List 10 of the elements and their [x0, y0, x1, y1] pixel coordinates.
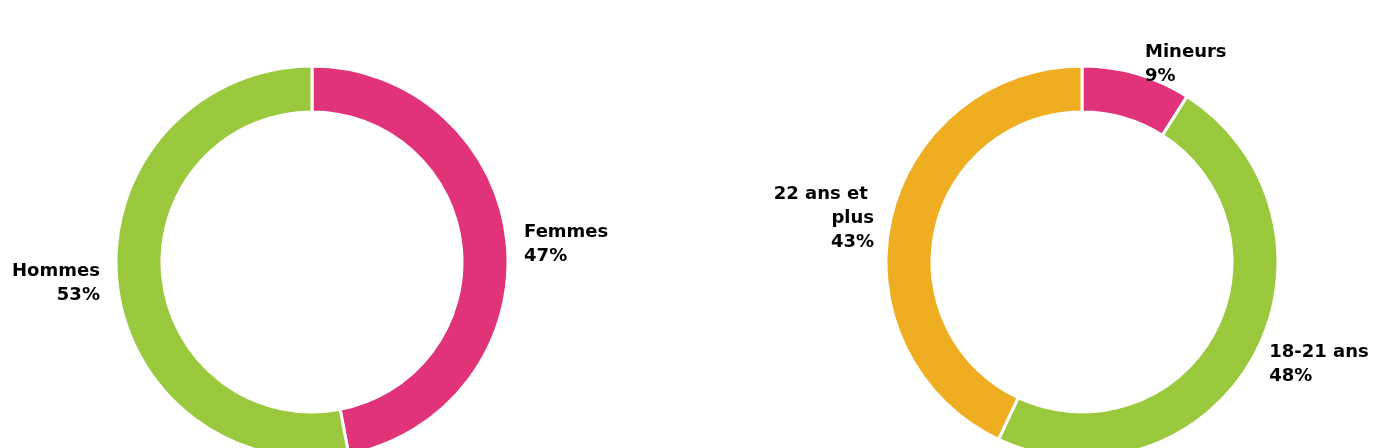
data-label: 9%	[1145, 63, 1176, 85]
slice-label: 22 ans et plus	[773, 182, 875, 228]
data-label: 43%	[830, 230, 875, 252]
data-label: 48%	[1269, 363, 1313, 385]
data-label: 53%	[56, 283, 100, 305]
slice-label: Mineurs	[1145, 39, 1227, 61]
slice-label: Hommes	[12, 259, 100, 281]
data-label: 47%	[524, 243, 568, 265]
slice-label: 18-21 ans	[1269, 339, 1369, 361]
slice-label: Femmes	[524, 219, 609, 241]
